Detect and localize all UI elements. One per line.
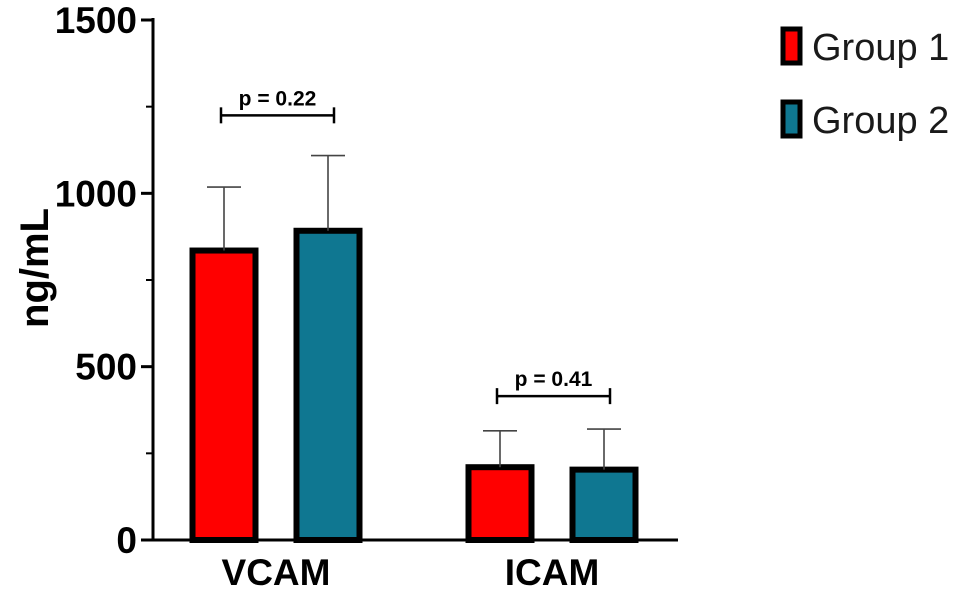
y-tick-label: 1000 bbox=[55, 173, 137, 214]
y-tick-label: 0 bbox=[116, 520, 137, 561]
bar-icam-group-2 bbox=[569, 466, 639, 544]
legend-swatch bbox=[780, 26, 803, 66]
y-axis-title: ng/mL bbox=[13, 208, 57, 328]
legend: Group 1 Group 2 bbox=[780, 26, 949, 142]
error-bars bbox=[207, 154, 621, 470]
bar-vcam-group-1 bbox=[189, 247, 259, 544]
bars bbox=[189, 227, 639, 544]
y-tick-label: 1500 bbox=[55, 0, 137, 41]
bar-vcam-group-2 bbox=[293, 227, 363, 543]
p-value-label: p = 0.22 bbox=[239, 87, 317, 110]
p-value-label: p = 0.41 bbox=[515, 368, 593, 391]
legend-label: Group 1 bbox=[812, 27, 949, 69]
bar-icam-group-1 bbox=[465, 464, 535, 544]
legend-label: Group 2 bbox=[812, 100, 949, 142]
significance-brackets: p = 0.22 p = 0.41 bbox=[219, 87, 612, 405]
legend-swatch bbox=[780, 99, 803, 139]
y-tick-label: 500 bbox=[75, 347, 137, 388]
x-tick-label-vcam: VCAM bbox=[222, 552, 331, 593]
x-tick-label-icam: ICAM bbox=[505, 552, 600, 593]
axis-labels: 0 500 1000 1500 VCAM ICAM bbox=[55, 0, 600, 593]
